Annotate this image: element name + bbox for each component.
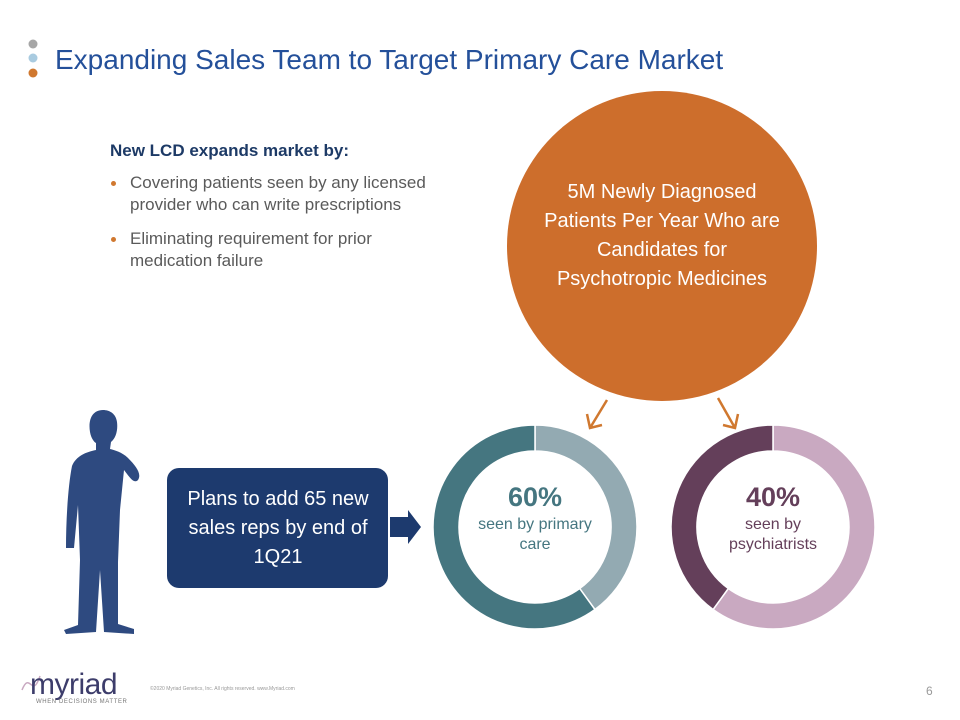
dot: [28, 39, 38, 49]
logo: myriad: [30, 668, 118, 701]
donut-label: 60% seen by primary care: [470, 482, 600, 555]
callout-box: [167, 468, 388, 588]
donut-rest: [711, 424, 876, 630]
page-number: 6: [926, 684, 933, 698]
dot: [28, 53, 38, 63]
donut-caption: seen by psychiatrists: [728, 516, 818, 553]
arrows: [585, 397, 740, 430]
copyright: ©2020 Myriad Genetics, Inc. All rights r…: [150, 686, 295, 692]
donut-caption: seen by primary care: [478, 516, 592, 553]
dot: [28, 68, 38, 78]
donut-percent: 60%: [507, 482, 563, 512]
callout-arrow: [390, 510, 421, 544]
bullet: Eliminating requirement for prior medica…: [110, 228, 440, 272]
title: Expanding Sales Team to Target Primary C…: [55, 44, 724, 75]
tagline: WHEN DECISIONS MATTER: [36, 699, 128, 705]
logo-helix: [21, 675, 41, 691]
donuts: [432, 424, 876, 630]
circle-text: 5M Newly Diagnosed Patients Per Year Who…: [544, 181, 780, 290]
bullet: Covering patients seen by any licensed p…: [110, 172, 440, 216]
bullet-list: Covering patients seen by any licensed p…: [110, 172, 440, 284]
big-circle: [507, 91, 817, 401]
donut-segment: [670, 424, 774, 611]
callout-text: Plans to add 65 new sales reps by end of…: [187, 488, 369, 568]
donut-percent: 40%: [745, 482, 801, 512]
donut-segment: [432, 424, 597, 630]
person-silhouette: [64, 410, 140, 634]
intro-heading: New LCD expands market by:: [110, 141, 350, 160]
donut-label: 40% seen by psychiatrists: [708, 482, 838, 555]
